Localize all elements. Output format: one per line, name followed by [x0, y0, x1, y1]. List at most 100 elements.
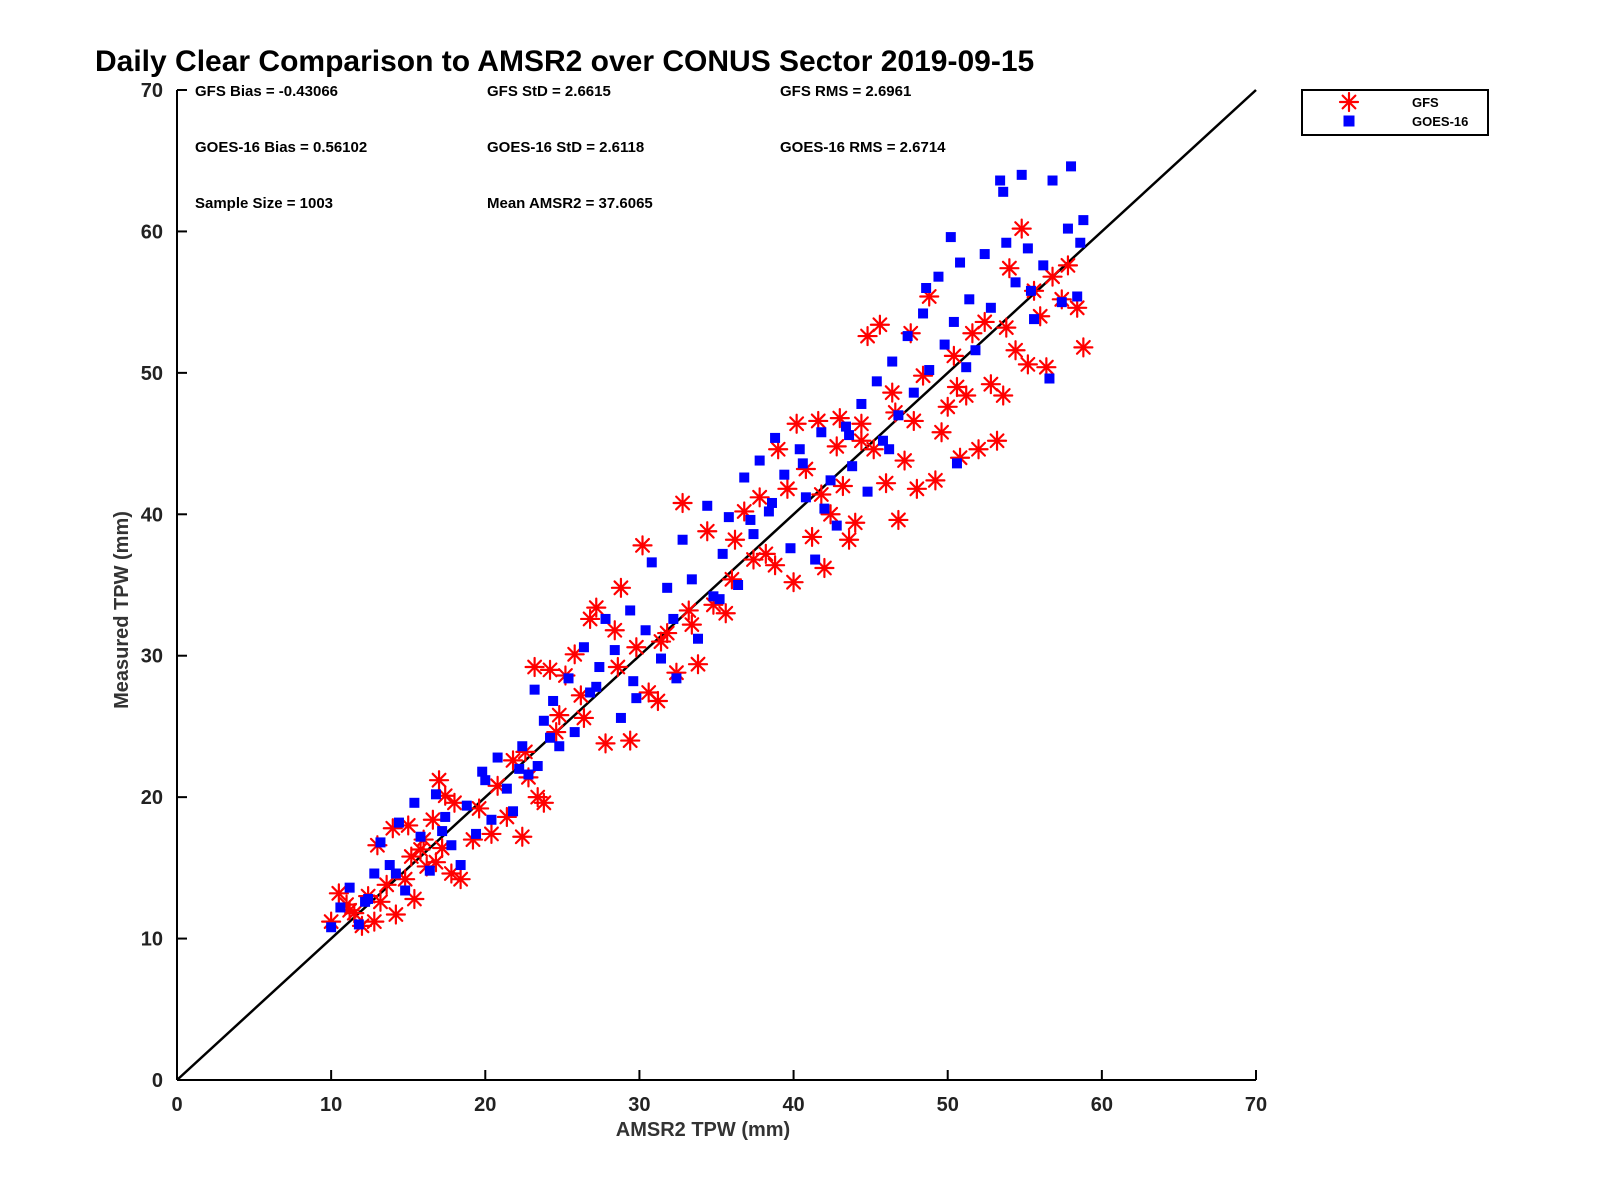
gfs-point [1073, 337, 1094, 358]
gfs-point [549, 705, 570, 726]
goes16-point [477, 766, 488, 777]
gfs-point [385, 904, 406, 925]
goes16-point [461, 800, 472, 811]
gfs-point [687, 654, 709, 675]
goes16-point [625, 605, 636, 616]
goes16-point [961, 362, 972, 373]
goes16-point [1010, 277, 1021, 288]
goes16-point [631, 693, 642, 704]
goes16-point [508, 806, 519, 817]
stat-gfs-bias: GFS Bias = -0.43066 [195, 83, 338, 100]
y-tick-label: 50 [141, 363, 163, 385]
goes16-point [921, 283, 932, 293]
goes16-point [668, 613, 679, 624]
y-axis-label: Measured TPW (mm) [111, 511, 133, 709]
identity-line [176, 89, 1257, 1081]
goes16-point [563, 673, 574, 684]
gfs-point [524, 656, 545, 678]
goes16-point [369, 868, 380, 879]
gfs-point [539, 659, 561, 680]
gfs-point [906, 478, 927, 499]
goes16-point [569, 727, 580, 738]
goes16-point [810, 554, 821, 565]
goes16-point [770, 432, 781, 443]
goes16-point [578, 642, 589, 653]
goes16-point [693, 633, 704, 644]
gfs-point [1057, 255, 1079, 276]
goes16-point [1047, 175, 1058, 186]
x-tick-label: 70 [1245, 1094, 1267, 1116]
goes16-point [754, 455, 765, 466]
goes16-point [1075, 237, 1086, 248]
goes16-point [893, 410, 904, 421]
y-tick-label: 40 [141, 504, 163, 526]
goes16-point [902, 331, 913, 342]
gfs-point [595, 733, 616, 754]
gfs-point [512, 826, 533, 847]
gfs-point [626, 637, 647, 658]
gfs-point [894, 450, 915, 471]
identity-line-layer [176, 89, 1257, 1081]
gfs-point [580, 608, 601, 630]
x-tick-label: 50 [937, 1094, 959, 1116]
gfs-point [786, 413, 807, 434]
goes16-point [714, 594, 725, 605]
gfs-point [364, 911, 385, 932]
goes16-point [847, 461, 858, 472]
y-tick-label: 20 [141, 787, 163, 809]
gfs-point [968, 439, 989, 460]
goes16-point [609, 645, 620, 656]
goes16-point [816, 427, 827, 438]
gfs-point [610, 577, 632, 598]
goes16-point [924, 365, 935, 376]
gfs-point [586, 597, 607, 618]
x-tick-label: 60 [1091, 1094, 1113, 1116]
gfs-point [993, 385, 1014, 406]
goes16-point [628, 676, 639, 687]
gfs-point [1042, 266, 1063, 287]
goes16-point [326, 922, 337, 933]
goes16-point [335, 902, 346, 913]
goes16-point [548, 695, 559, 706]
gfs-point [937, 396, 958, 417]
goes16-point [615, 712, 626, 723]
stat-sample-size: Sample Size = 1003 [195, 195, 333, 212]
goes16-point [970, 345, 981, 356]
goes16-point [884, 444, 895, 455]
gfs-point [678, 600, 699, 621]
goes16-point [455, 860, 466, 871]
y-tick-label: 0 [152, 1070, 163, 1092]
goes16-point [733, 580, 744, 590]
goes16-point [939, 339, 950, 350]
goes16-point [964, 294, 975, 305]
goes16-point [545, 732, 556, 743]
gfs-point [1036, 357, 1057, 378]
goes16-point [831, 520, 842, 531]
goes16-point [1001, 237, 1012, 248]
legend-box [1301, 89, 1489, 136]
gfs-point [749, 487, 770, 508]
gfs-point [811, 484, 832, 505]
goes16-point [1078, 215, 1089, 226]
gfs-point [986, 430, 1008, 451]
goes16-point [409, 797, 420, 808]
gfs-point [888, 509, 909, 531]
goes16-point [998, 186, 1009, 197]
gfs-point [814, 557, 835, 579]
gfs-point [783, 572, 804, 593]
goes16-point [480, 775, 491, 786]
goes16-point [360, 896, 371, 907]
gfs-point [845, 512, 866, 533]
gfs-point [681, 614, 702, 635]
goes16-point [871, 376, 882, 387]
y-tick-label: 70 [141, 80, 163, 102]
gfs-point [764, 555, 786, 576]
gfs-point [999, 258, 1020, 279]
goes16-point [1072, 291, 1083, 302]
goes16-point [1056, 297, 1067, 308]
goes16-point [1044, 373, 1055, 384]
goes16-point [415, 831, 426, 842]
x-tick-label: 0 [171, 1094, 182, 1116]
gfs-point [801, 526, 823, 548]
gfs-point [863, 439, 884, 460]
